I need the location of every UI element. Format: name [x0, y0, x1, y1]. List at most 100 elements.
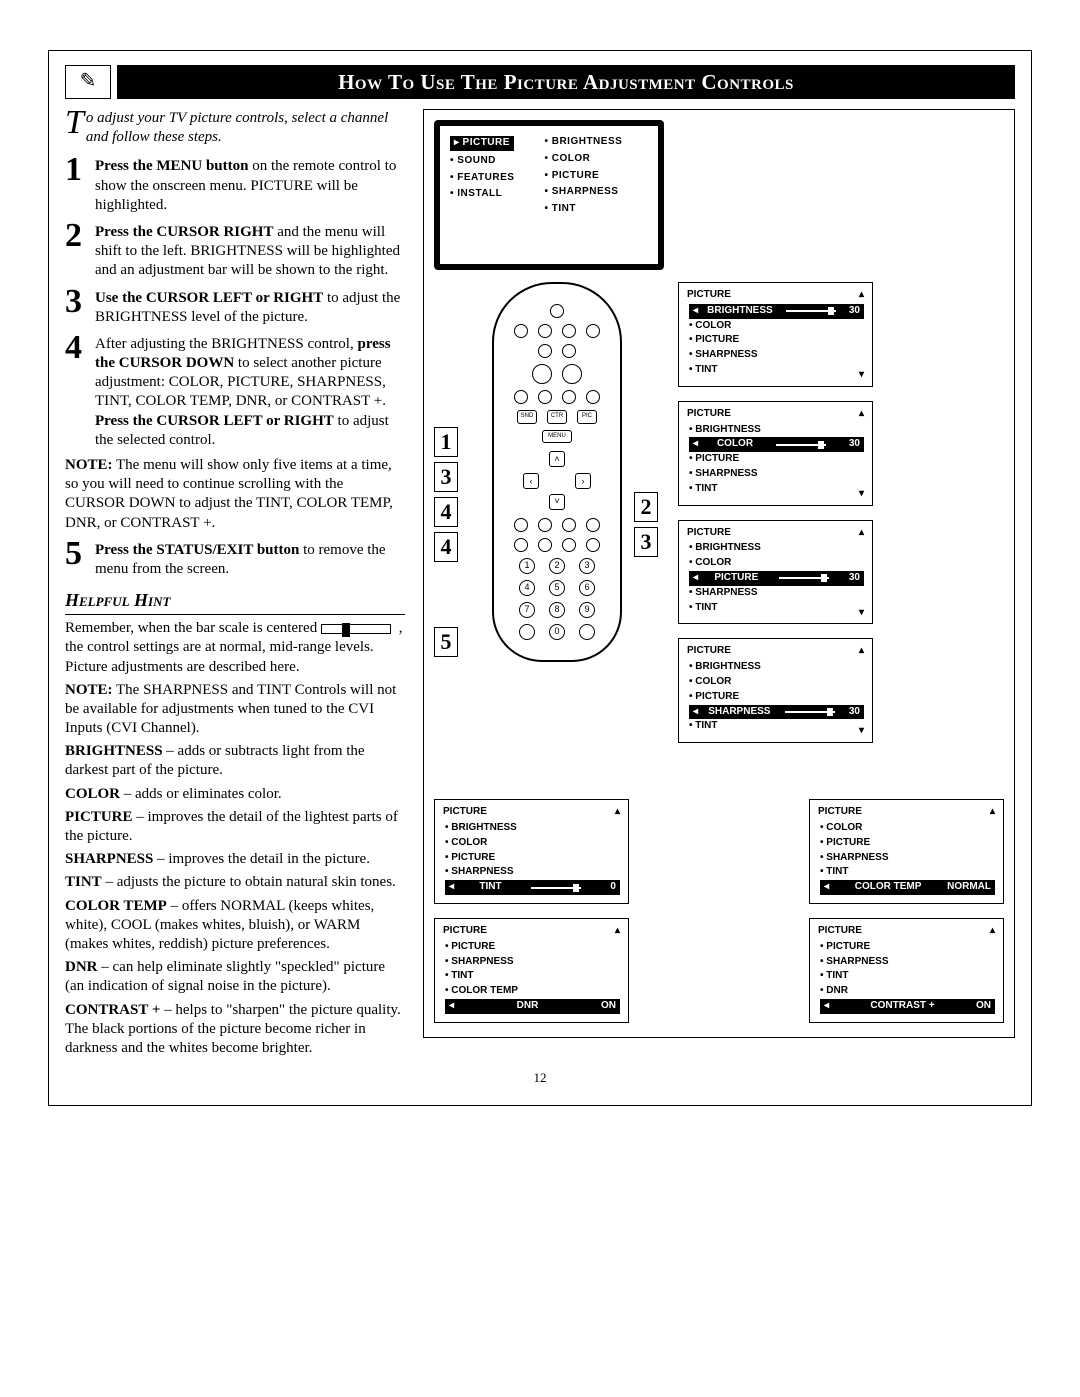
osd-row-dnr-contrast: PICTURE ▴ PICTURE SHARPNESS TINT COLOR T… — [434, 918, 1004, 1023]
osd-sel-contrast: CONTRAST +ON — [820, 999, 995, 1014]
osd-item: SHARPNESS — [689, 348, 864, 363]
osd-stack-right: PICTURE ▴ BRIGHTNESS30 COLOR PICTURE SHA… — [678, 282, 1004, 743]
osd-item: PICTURE — [689, 690, 864, 705]
osd-sel-brightness: BRIGHTNESS30 — [689, 304, 864, 319]
callout-2: 2 — [634, 492, 658, 522]
def-sharpness: SHARPNESS – improves the detail in the p… — [65, 850, 405, 869]
osd-item: TINT — [689, 719, 864, 734]
osd-sel-tint: TINT0 — [445, 880, 620, 895]
osd-title: PICTURE — [687, 527, 864, 540]
cursor-left: ‹ — [523, 473, 539, 489]
osd-item: COLOR — [689, 675, 864, 690]
osd-tint: PICTURE ▴ BRIGHTNESS COLOR PICTURE SHARP… — [434, 799, 629, 904]
osd-item: PICTURE — [445, 851, 620, 866]
title-row: ✎ How To Use The Picture Adjustment Cont… — [65, 65, 1015, 99]
osd-contrast: PICTURE ▴ PICTURE SHARPNESS TINT DNR CON… — [809, 918, 1004, 1023]
callout-4b: 4 — [434, 532, 458, 562]
hint-note: NOTE: The SHARPNESS and TINT Controls wi… — [65, 681, 405, 739]
cursor-right: › — [575, 473, 591, 489]
step-3: Use the CURSOR LEFT or RIGHT to adjust t… — [65, 287, 405, 327]
step-2-bold: Press the CURSOR RIGHT — [95, 224, 273, 240]
osd-item: SHARPNESS — [445, 955, 620, 970]
cursor-pad: ˄ ˅ ‹ › — [517, 451, 597, 510]
osd-dnr: PICTURE ▴ PICTURE SHARPNESS TINT COLOR T… — [434, 918, 629, 1023]
slider-icon — [321, 624, 391, 634]
osd-color: PICTURE ▴ BRIGHTNESS COLOR30 PICTURE SHA… — [678, 401, 873, 506]
osd-item: TINT — [689, 363, 864, 378]
intro-rest: o adjust your TV picture controls, selec… — [86, 110, 388, 145]
osd-sel-picture: PICTURE30 — [689, 571, 864, 586]
def-color: COLOR – adds or eliminates color. — [65, 785, 405, 804]
osd-item: BRIGHTNESS — [445, 821, 620, 836]
scroll-up-icon: ▴ — [859, 289, 864, 302]
note-text: NOTE: The menu will show only five items… — [65, 456, 405, 533]
tv-main-menu: PICTURE SOUND FEATURES INSTALL BRIGHTNES… — [434, 120, 664, 270]
remote-row-pip — [514, 324, 600, 338]
callout-4: 4 — [434, 497, 458, 527]
centre-button: CTR — [547, 410, 567, 424]
osd-title: PICTURE — [818, 806, 995, 819]
step-5-bold: Press the STATUS/EXIT button — [95, 542, 299, 558]
tv-sub-sharpness: SHARPNESS — [544, 186, 622, 199]
tv-menu-sound: SOUND — [450, 155, 514, 168]
osd-item: COLOR — [689, 319, 864, 334]
osd-sel-dnr: DNRON — [445, 999, 620, 1014]
power-button — [550, 304, 564, 318]
tv-menu-picture: PICTURE — [450, 136, 514, 151]
picture-button: PIC — [577, 410, 597, 424]
numpad-row-3: 789 — [519, 602, 595, 618]
remote-control: SND CTR PIC MENU ˄ ˅ ‹ › — [492, 282, 622, 662]
osd-item: SHARPNESS — [445, 865, 620, 880]
tv-menu-features: FEATURES — [450, 172, 514, 185]
note-body: The menu will show only five items at a … — [65, 457, 393, 531]
osd-item: BRIGHTNESS — [689, 541, 864, 556]
osd-item: PICTURE — [820, 940, 995, 955]
callout-3b: 3 — [634, 527, 658, 557]
osd-item: PICTURE — [445, 940, 620, 955]
intro-text: To adjust your TV picture controls, sele… — [65, 109, 405, 147]
hint-note-body: The SHARPNESS and TINT Controls will not… — [65, 682, 396, 736]
osd-brightness: PICTURE ▴ BRIGHTNESS30 COLOR PICTURE SHA… — [678, 282, 873, 387]
callout-3: 3 — [434, 462, 458, 492]
osd-item: TINT — [445, 969, 620, 984]
tv-sub-brightness: BRIGHTNESS — [544, 136, 622, 149]
step-2: Press the CURSOR RIGHT and the menu will… — [65, 221, 405, 281]
step-4-pre: After adjusting the BRIGHTNESS control, — [95, 336, 357, 352]
manual-icon: ✎ — [65, 65, 111, 99]
osd-item: SHARPNESS — [689, 467, 864, 482]
osd-title: PICTURE — [443, 925, 620, 938]
osd-item: TINT — [689, 482, 864, 497]
osd-sharpness: PICTURE ▴ BRIGHTNESS COLOR PICTURE SHARP… — [678, 638, 873, 743]
osd-item: PICTURE — [820, 836, 995, 851]
tv-sub-picture: PICTURE — [544, 170, 622, 183]
page-title: How To Use The Picture Adjustment Contro… — [117, 65, 1015, 99]
diagram-frame: PICTURE SOUND FEATURES INSTALL BRIGHTNES… — [423, 109, 1015, 1038]
osd-item: COLOR — [689, 556, 864, 571]
osd-item: TINT — [820, 969, 995, 984]
osd-item: DNR — [820, 984, 995, 999]
osd-item: SHARPNESS — [689, 586, 864, 601]
tv-sub-color: COLOR — [544, 153, 622, 166]
steps-list: Press the MENU button on the remote cont… — [65, 155, 405, 450]
left-column: To adjust your TV picture controls, sele… — [65, 109, 405, 1062]
page-number: 12 — [65, 1070, 1015, 1087]
step-5: Press the STATUS/EXIT button to remove t… — [65, 539, 405, 579]
osd-title: PICTURE — [687, 289, 864, 302]
hint-intro-1: Remember, when the bar scale is centered — [65, 620, 321, 636]
cursor-down: ˅ — [549, 494, 565, 510]
step-3-bold: Use the CURSOR LEFT or RIGHT — [95, 290, 323, 306]
osd-item: PICTURE — [689, 333, 864, 348]
osd-item: SHARPNESS — [820, 851, 995, 866]
steps-list-2: Press the STATUS/EXIT button to remove t… — [65, 539, 405, 579]
osd-item: BRIGHTNESS — [689, 423, 864, 438]
helpful-hint-body: Remember, when the bar scale is centered… — [65, 619, 405, 1058]
tv-sub-tint: TINT — [544, 203, 622, 216]
remote-area: 1 3 4 4 5 2 3 — [434, 282, 664, 682]
osd-item: COLOR — [445, 836, 620, 851]
osd-colortemp: PICTURE ▴ COLOR PICTURE SHARPNESS TINT C… — [809, 799, 1004, 904]
osd-item: BRIGHTNESS — [689, 660, 864, 675]
numpad-row-1: 123 — [519, 558, 595, 574]
osd-title: PICTURE — [818, 925, 995, 938]
right-column: PICTURE SOUND FEATURES INSTALL BRIGHTNES… — [423, 109, 1015, 1062]
def-picture: PICTURE – improves the detail of the lig… — [65, 808, 405, 846]
